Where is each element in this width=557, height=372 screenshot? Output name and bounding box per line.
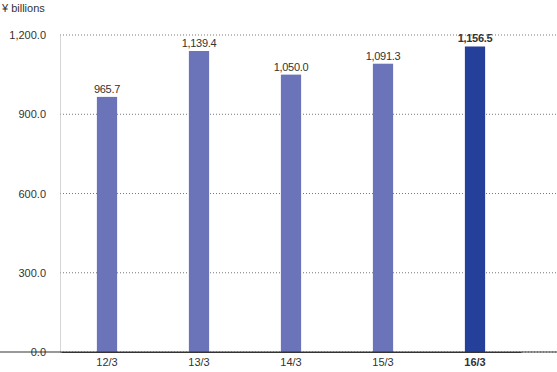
x-tick: 14/3 [280,352,301,368]
bar [281,75,301,352]
grid [60,35,557,352]
baseline [0,352,557,353]
y-tick: 600.0 [18,188,60,200]
y-axis: 0.0300.0600.0900.01,200.0 [9,29,60,358]
x-axis: 12/3 13/3 14/3 15/3 16/3 [62,352,522,368]
data-label: 1,050.0 [274,61,309,73]
chart: 0.0300.0600.0900.01,200.0¥ billions12/31… [0,0,557,372]
data-label: 965.7 [94,83,120,95]
bars [97,46,485,352]
y-tick-label: 900.0 [18,108,46,120]
y-tick: 1,200.0 [9,29,60,41]
bar [189,51,209,352]
x-tick-label: 15/3 [372,356,393,368]
bar [97,97,117,352]
y-tick-label: 300.0 [18,267,46,279]
data-label: 1,091.3 [366,50,401,62]
x-tick-label: 16/3 [464,356,485,368]
x-tick-label: 14/3 [280,356,301,368]
x-tick-label: 12/3 [96,356,117,368]
bar [465,46,485,352]
x-tick: 12/3 [96,352,117,368]
x-tick: 15/3 [372,352,393,368]
data-labels: 965.7 1,139.4 1,050.0 1,091.3 1,156.5 [94,32,492,94]
y-tick: 900.0 [18,108,60,120]
y-tick: 300.0 [18,267,60,279]
y-axis-title: ¥ billions [1,2,45,14]
y-axis-line [60,36,61,353]
x-axis-line [62,352,522,353]
data-label: 1,156.5 [458,32,493,44]
data-label: 1,139.4 [182,37,217,49]
x-tick-label: 13/3 [188,356,209,368]
x-tick: 13/3 [188,352,209,368]
x-tick: 16/3 [464,352,485,368]
y-tick-label: 1,200.0 [9,29,46,41]
y-tick-label: 600.0 [18,188,46,200]
bar [373,64,393,352]
